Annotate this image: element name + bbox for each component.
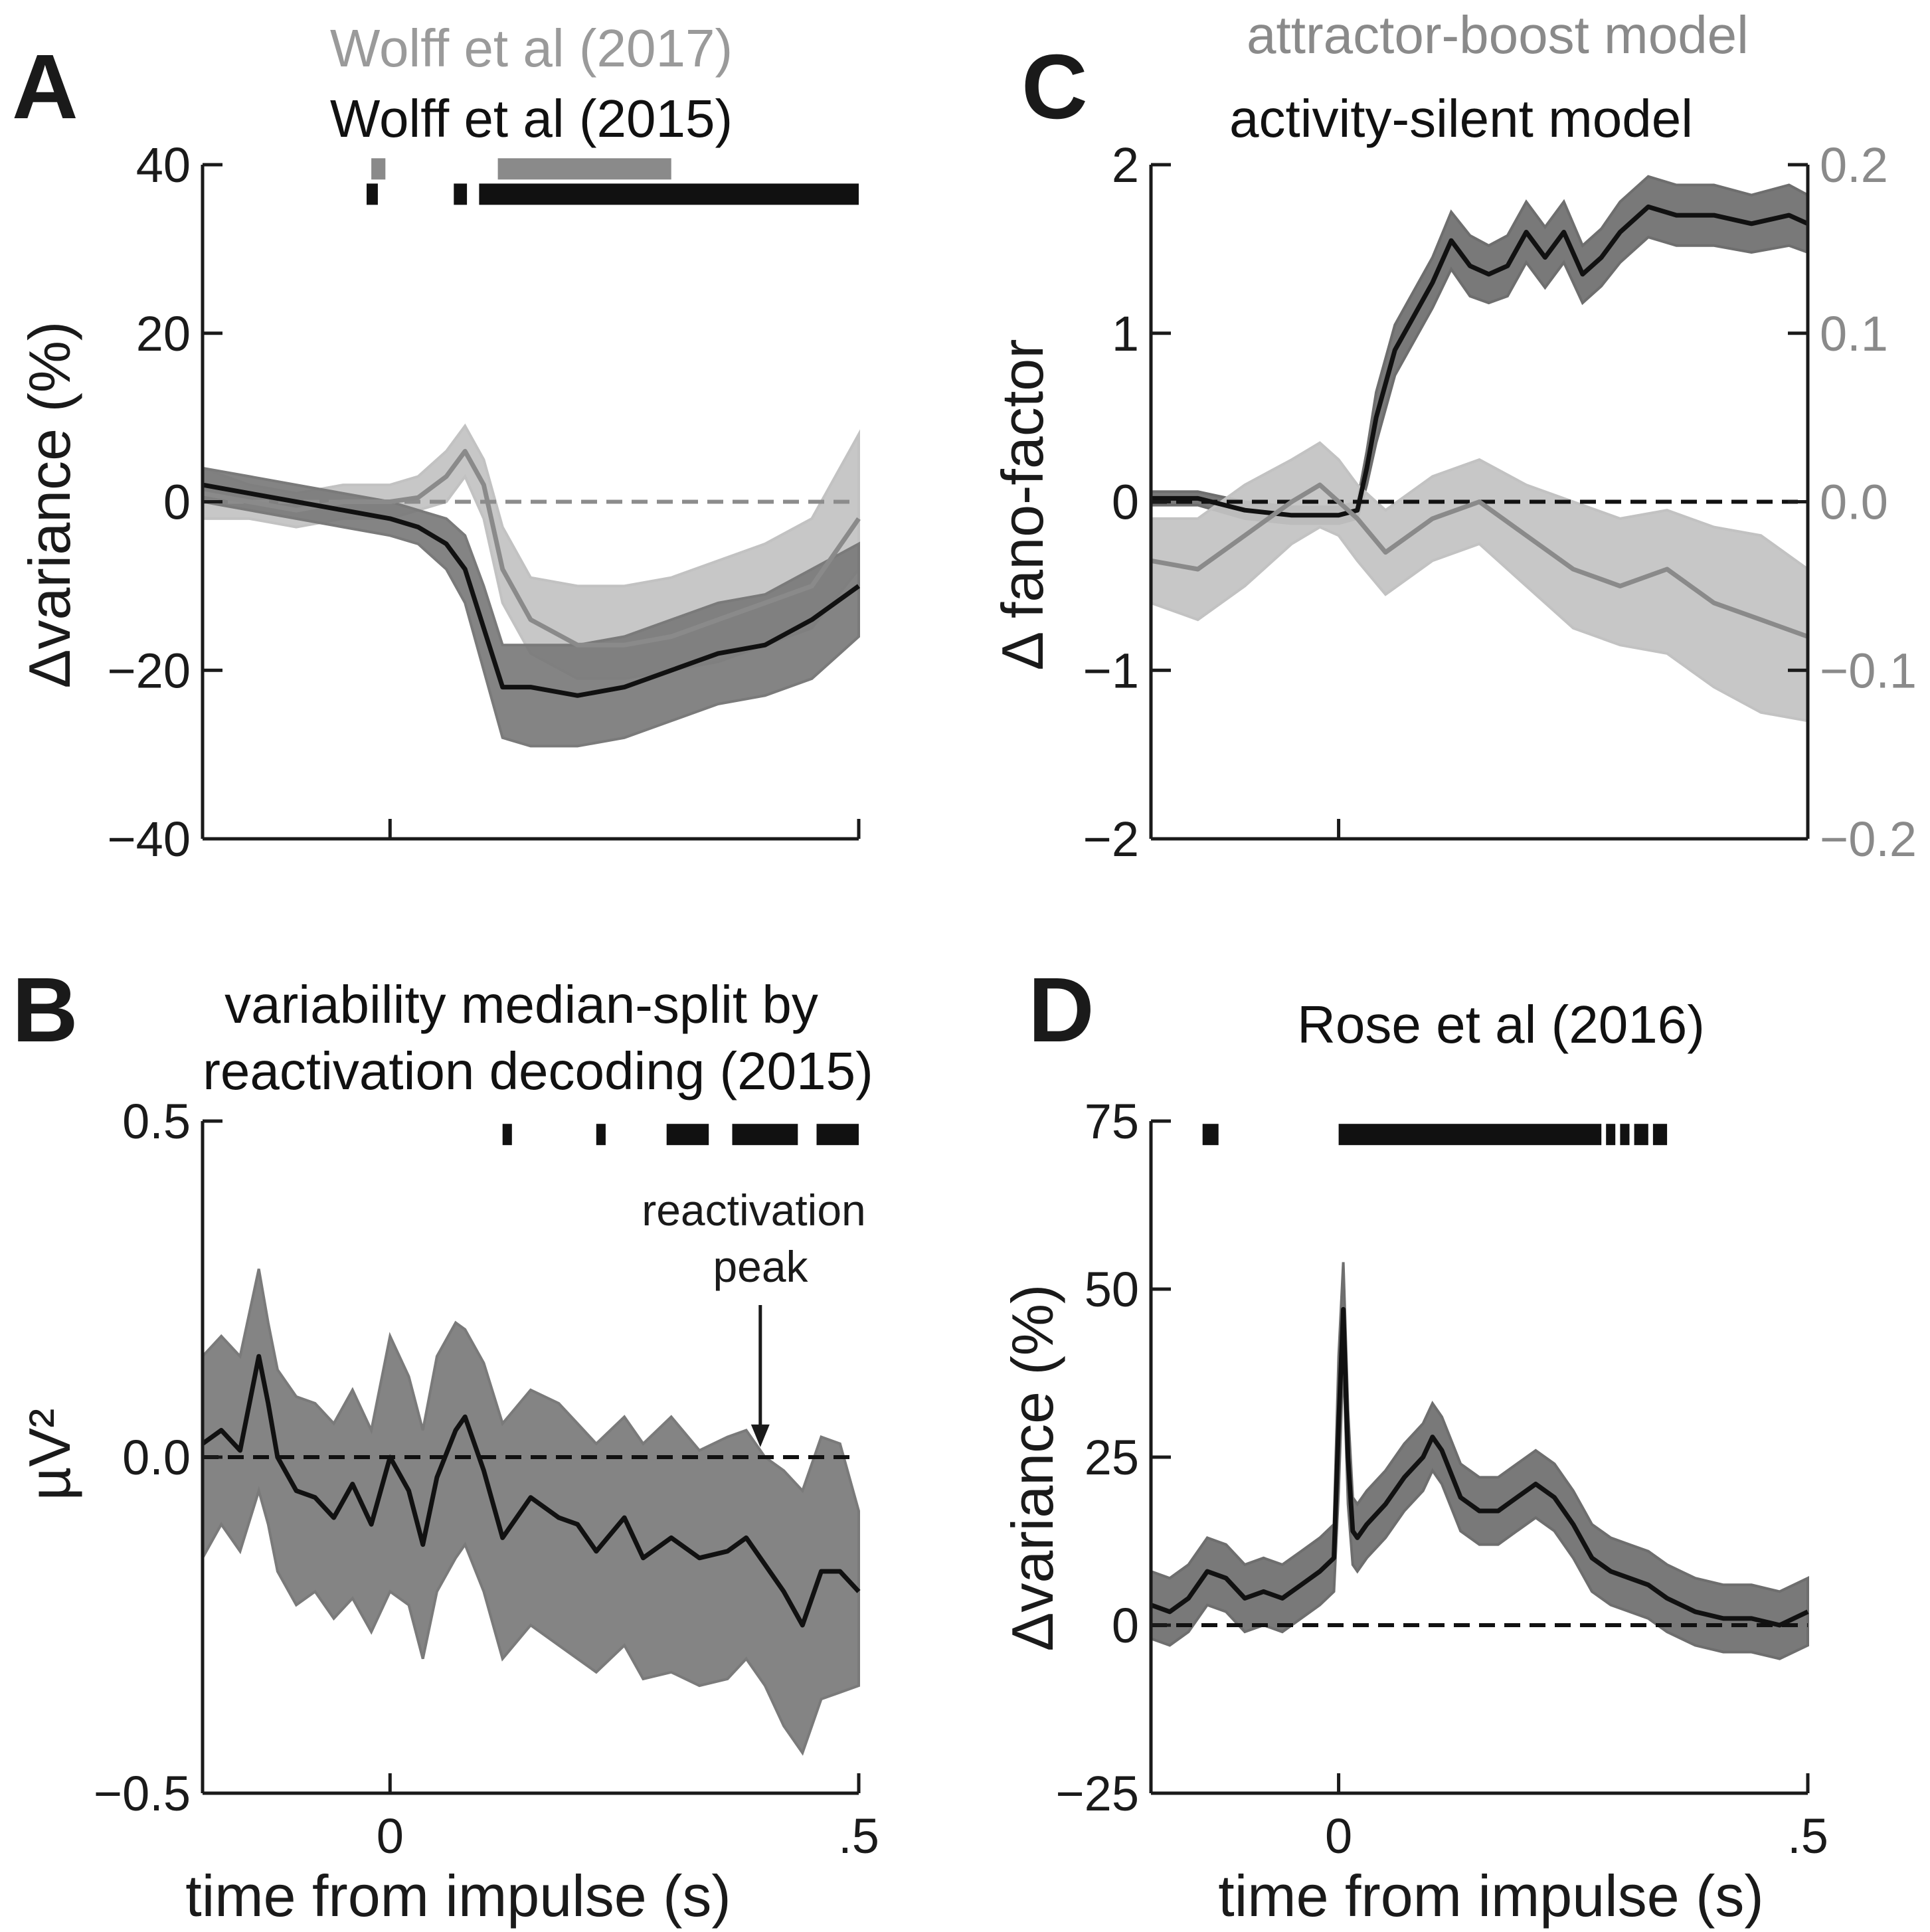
panel-a-ytick-label-3: −20 [107,643,191,698]
panel-d-ytick-label-4: −25 [1055,1766,1139,1821]
panel-a-sig-bar-0-1 [497,158,671,180]
panel-d-sig-bar-0-1 [1338,1124,1602,1146]
panel-c-ytick-label-0: 2 [1112,137,1139,193]
panel-c-y2tick-label-3: −0.1 [1820,643,1917,698]
panel-d-sig-bar-0-5 [1652,1124,1668,1146]
panel-a-band-1 [201,466,860,748]
panel-b-ytick-label-1: 0.0 [122,1430,191,1485]
panel-c: attractor-boost model activity-silent mo… [990,5,1917,867]
panel-c-y2tick-label-4: −0.2 [1820,812,1917,867]
panel-b-xtick-label-0: 0 [377,1808,404,1864]
panel-d-band-0 [1150,1262,1809,1660]
panel-b-band-0 [201,1269,860,1756]
panel-a-sig-bar-1-0 [367,183,378,205]
panel-b-title-line1: variability median-split by [224,975,818,1034]
panel-b-sig-bar-0-4 [816,1124,859,1146]
panel-d-ytick-label-3: 0 [1112,1598,1139,1653]
panel-d-sig-bar-0-3 [1620,1124,1630,1146]
panel-b-annotation-line2: peak [713,1242,808,1291]
panel-c-title-line2: activity-silent model [1229,89,1693,148]
panel-d-xtick-label-0: 0 [1325,1808,1352,1864]
panel-c-ylabel: Δ fano-factor [990,339,1055,670]
panel-letter-c: C [1021,36,1088,138]
panel-a-line-0 [202,448,861,648]
panel-d-ylabel: Δvariance (%) [1000,1284,1065,1652]
panel-a-sig-bar-1-2 [479,183,859,205]
panel-a: Wolff et al (2017) Wolff et al (2015) Δv… [17,19,861,867]
panel-c-ytick-label-3: −1 [1083,643,1139,698]
panel-d-sig-bar-0-0 [1202,1124,1219,1146]
panel-b-ytick-label-2: −0.5 [94,1766,191,1821]
panel-b-ylabel: µV² [17,1409,82,1501]
panel-b-sig-bar-0-2 [666,1124,709,1146]
panel-a-ytick-label-0: 40 [136,137,191,193]
panel-a-title-line1: Wolff et al (2017) [330,19,733,78]
panel-b-sig-bar-0-3 [732,1124,798,1146]
panel-b-annotation-line1: reactivation [642,1186,866,1235]
panel-b-ytick-label-0: 0.5 [122,1094,191,1149]
panel-letter-a: A [12,36,78,138]
panel-a-plot-area: 40 20 0 −20 −40 [107,137,861,867]
panel-c-plot-area: 2 1 0 −1 −2 0.2 0.1 0.0 −0.1 −0.2 [1083,137,1917,867]
panel-a-line-1 [202,482,861,698]
panel-d-ytick-label-2: 25 [1085,1430,1139,1485]
panel-c-ytick-label-2: 0 [1112,475,1139,530]
panel-b-sig-bar-0-1 [596,1124,606,1146]
panel-d-sig-bar-0-2 [1606,1124,1616,1146]
panel-d-xtick-label-1: .5 [1787,1808,1828,1864]
panel-d: Rose et al (2016) Δvariance (%) time fro… [1000,995,1828,1929]
panel-b-title-line2: reactivation decoding (2015) [203,1041,873,1100]
panel-a-title-line2: Wolff et al (2015) [330,89,733,148]
panel-c-line-1 [1150,482,1809,639]
panel-b-line-0 [201,1354,861,1628]
panel-a-sig-bar-0-0 [371,158,386,180]
panel-a-ytick-label-4: −40 [107,812,191,867]
panel-c-title-line1: attractor-boost model [1247,5,1749,64]
panel-b-xtick-label-1: .5 [838,1808,879,1864]
panel-a-sig-bar-1-1 [454,183,468,205]
panel-b-xlabel: time from impulse (s) [185,1863,731,1929]
panel-c-y2tick-label-2: 0.0 [1820,475,1888,530]
panel-b: variability median-split by reactivation… [17,975,879,1929]
panel-d-title: Rose et al (2016) [1297,995,1705,1054]
panel-c-ytick-label-1: 1 [1112,306,1139,361]
panel-a-ytick-label-2: 0 [163,475,191,530]
panel-d-ytick-label-0: 75 [1085,1094,1139,1149]
panel-d-plot-area: 75 50 25 0 −25 0 .5 [1055,1094,1828,1864]
panel-c-y2tick-label-1: 0.1 [1820,306,1888,361]
panel-a-ytick-label-1: 20 [136,306,191,361]
panel-letter-b: B [12,959,78,1061]
panel-c-ytick-label-4: −2 [1083,812,1139,867]
panel-d-sig-bar-0-4 [1634,1124,1648,1146]
panel-b-plot-area: 0.50.0−0.50.5 [94,1094,879,1864]
panel-c-line-0 [1151,204,1809,518]
panel-d-line-0 [1150,1306,1809,1628]
panel-b-sig-bar-0-0 [502,1124,512,1146]
panel-c-y2tick-label-0: 0.2 [1820,137,1888,193]
panel-d-ytick-label-1: 50 [1085,1262,1139,1317]
panel-c-band-1 [1150,441,1809,723]
panel-b-annotation-arrow-head [750,1424,770,1447]
panel-a-ylabel: Δvariance (%) [17,321,82,689]
panel-d-xlabel: time from impulse (s) [1218,1863,1763,1929]
panel-letter-d: D [1028,959,1095,1061]
